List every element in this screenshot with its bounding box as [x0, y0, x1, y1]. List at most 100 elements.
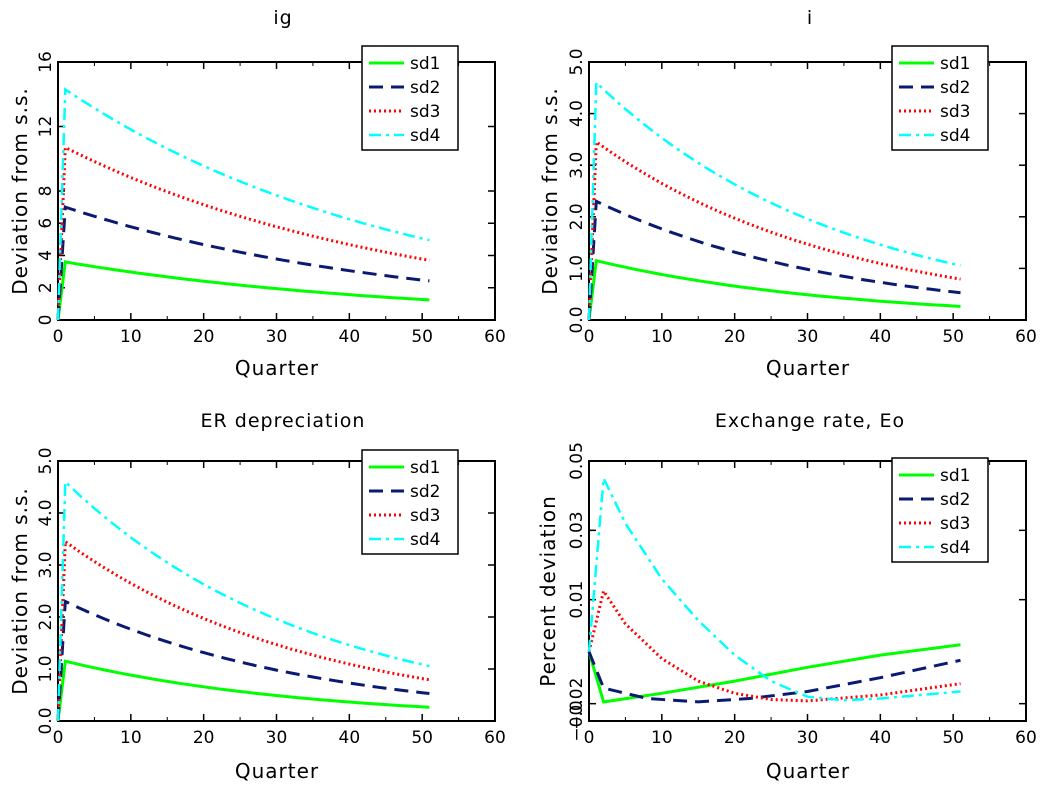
legend: sd1 sd2 sd3 sd4: [891, 457, 989, 563]
series-line-sd2: [587, 651, 961, 704]
x-tick-label: 0: [584, 728, 595, 748]
series-line-sd1: [587, 258, 961, 321]
x-tick-label: 10: [651, 327, 673, 347]
x-tick-label: 20: [193, 728, 215, 748]
series-line-sd3: [56, 145, 430, 321]
series-line-sd1: [56, 659, 430, 722]
y-axis-label: Deviation from s.s.: [538, 87, 562, 294]
y-tick-label: −0.02: [567, 678, 587, 730]
panel-title: Exchange rate, Eo: [715, 410, 905, 432]
y-tick-label: 0.05: [567, 442, 587, 480]
x-tick-label: 50: [411, 728, 433, 748]
series-line-sd3: [587, 587, 961, 703]
x-tick-label: 20: [724, 728, 746, 748]
x-tick-label: 60: [1015, 728, 1037, 748]
legend: sd1 sd2 sd3 sd4: [891, 45, 989, 151]
legend-label-sd4: sd4: [410, 126, 440, 146]
y-tick-label: 6: [36, 218, 56, 229]
y-tick-label: 2.0: [36, 603, 56, 630]
legend-label-sd2: sd2: [940, 490, 970, 510]
x-tick-label: 0: [53, 728, 64, 748]
y-tick-label: 2.0: [567, 203, 587, 230]
y-tick-label: 12: [36, 116, 56, 138]
legend-box: [891, 457, 989, 563]
x-tick-label: 30: [797, 728, 819, 748]
y-tick-label: 3.0: [36, 551, 56, 578]
legend-label-sd1: sd1: [410, 458, 440, 478]
y-tick-label: 4.0: [567, 100, 587, 127]
legend-label-sd2: sd2: [410, 78, 440, 98]
x-tick-label: 20: [724, 327, 746, 347]
legend-label-sd3: sd3: [410, 102, 440, 122]
series-line-sd3: [56, 538, 430, 722]
panel-title: ER depreciation: [201, 410, 366, 432]
legend-label-sd1: sd1: [410, 54, 440, 74]
series-line-sd1: [56, 260, 430, 321]
legend-label-sd4: sd4: [940, 126, 970, 146]
x-axis: 0 10 20 30 40 50 60: [584, 461, 1037, 748]
x-axis-label: Quarter: [766, 759, 850, 783]
y-tick-label: 0.0: [36, 707, 56, 734]
y-tick-label: 0: [36, 315, 56, 326]
legend: sd1 sd2 sd3 sd4: [361, 45, 459, 151]
y-axis-label: Deviation from s.s.: [8, 487, 32, 694]
legend-label-sd3: sd3: [940, 102, 970, 122]
x-axis: 0 10 20 30 40 50 60: [53, 62, 506, 347]
legend-label-sd3: sd3: [940, 514, 970, 534]
x-axis-label: Quarter: [235, 356, 319, 380]
series-group: [587, 473, 961, 704]
x-tick-label: 40: [339, 728, 361, 748]
series-group: [56, 478, 430, 722]
x-tick-label: 60: [484, 728, 506, 748]
x-tick-label: 20: [193, 327, 215, 347]
series-group: [56, 87, 430, 321]
legend-label-sd4: sd4: [410, 530, 440, 550]
x-axis: 0 10 20 30 40 50 60: [584, 62, 1037, 347]
legend-label-sd2: sd2: [410, 482, 440, 502]
x-tick-label: 30: [266, 327, 288, 347]
panel-exchange-rate: Exchange rate, Eo 0 10 20 30 40 50 60 −0.0−0.0…: [536, 410, 1037, 783]
panel-i: i 0 10 20 30 40 50 60 0.0 1.0 2.0 3.0 4.0 5.0 Quart…: [538, 7, 1037, 380]
legend-label-sd3: sd3: [410, 506, 440, 526]
y-tick-label: 2: [36, 282, 56, 293]
y-tick-label: 4.0: [36, 499, 56, 526]
x-tick-label: 40: [339, 327, 361, 347]
y-tick-label: 1.0: [567, 255, 587, 282]
x-tick-label: 50: [942, 327, 964, 347]
series-line-sd3: [587, 139, 961, 321]
panel-title: i: [807, 7, 813, 29]
series-line-sd2: [56, 205, 430, 321]
y-tick-label: 16: [36, 51, 56, 73]
y-tick-label: 5.0: [36, 447, 56, 474]
x-tick-label: 40: [870, 327, 892, 347]
panel-er-depreciation: ER depreciation 0 10 20 30 40 50 60 0.0 1.0 2.0 3…: [8, 410, 506, 783]
y-tick-label: −0.0: [567, 700, 587, 741]
y-axis-label: Deviation from s.s.: [8, 87, 32, 294]
y-tick-label: 5.0: [567, 48, 587, 75]
x-tick-label: 10: [651, 728, 673, 748]
x-tick-label: 10: [120, 327, 142, 347]
x-tick-label: 10: [120, 728, 142, 748]
x-tick-label: 60: [1015, 327, 1037, 347]
series-line-sd4: [587, 473, 961, 702]
series-line-sd4: [587, 79, 961, 321]
series-line-sd2: [56, 599, 430, 722]
x-tick-label: 30: [797, 327, 819, 347]
x-axis-label: Quarter: [766, 356, 850, 380]
panel-ig: ig 0 10 20 30 40 50 60 0 2 4 6 8 12 16 Quarter Devia…: [8, 7, 506, 380]
y-tick-label: 8: [36, 186, 56, 197]
series-group: [587, 79, 961, 321]
y-tick-label: 0.0: [567, 306, 587, 333]
x-axis-label: Quarter: [235, 759, 319, 783]
legend-label-sd1: sd1: [940, 466, 970, 486]
panel-title: ig: [273, 7, 292, 29]
x-tick-label: 0: [584, 327, 595, 347]
x-tick-label: 0: [53, 327, 64, 347]
series-line-sd4: [56, 87, 430, 321]
x-tick-label: 50: [411, 327, 433, 347]
y-tick-label: 4: [36, 250, 56, 261]
y-axis-label: Percent deviation: [536, 495, 560, 687]
legend-label-sd2: sd2: [940, 78, 970, 98]
x-tick-label: 50: [942, 728, 964, 748]
legend-label-sd4: sd4: [940, 538, 970, 558]
